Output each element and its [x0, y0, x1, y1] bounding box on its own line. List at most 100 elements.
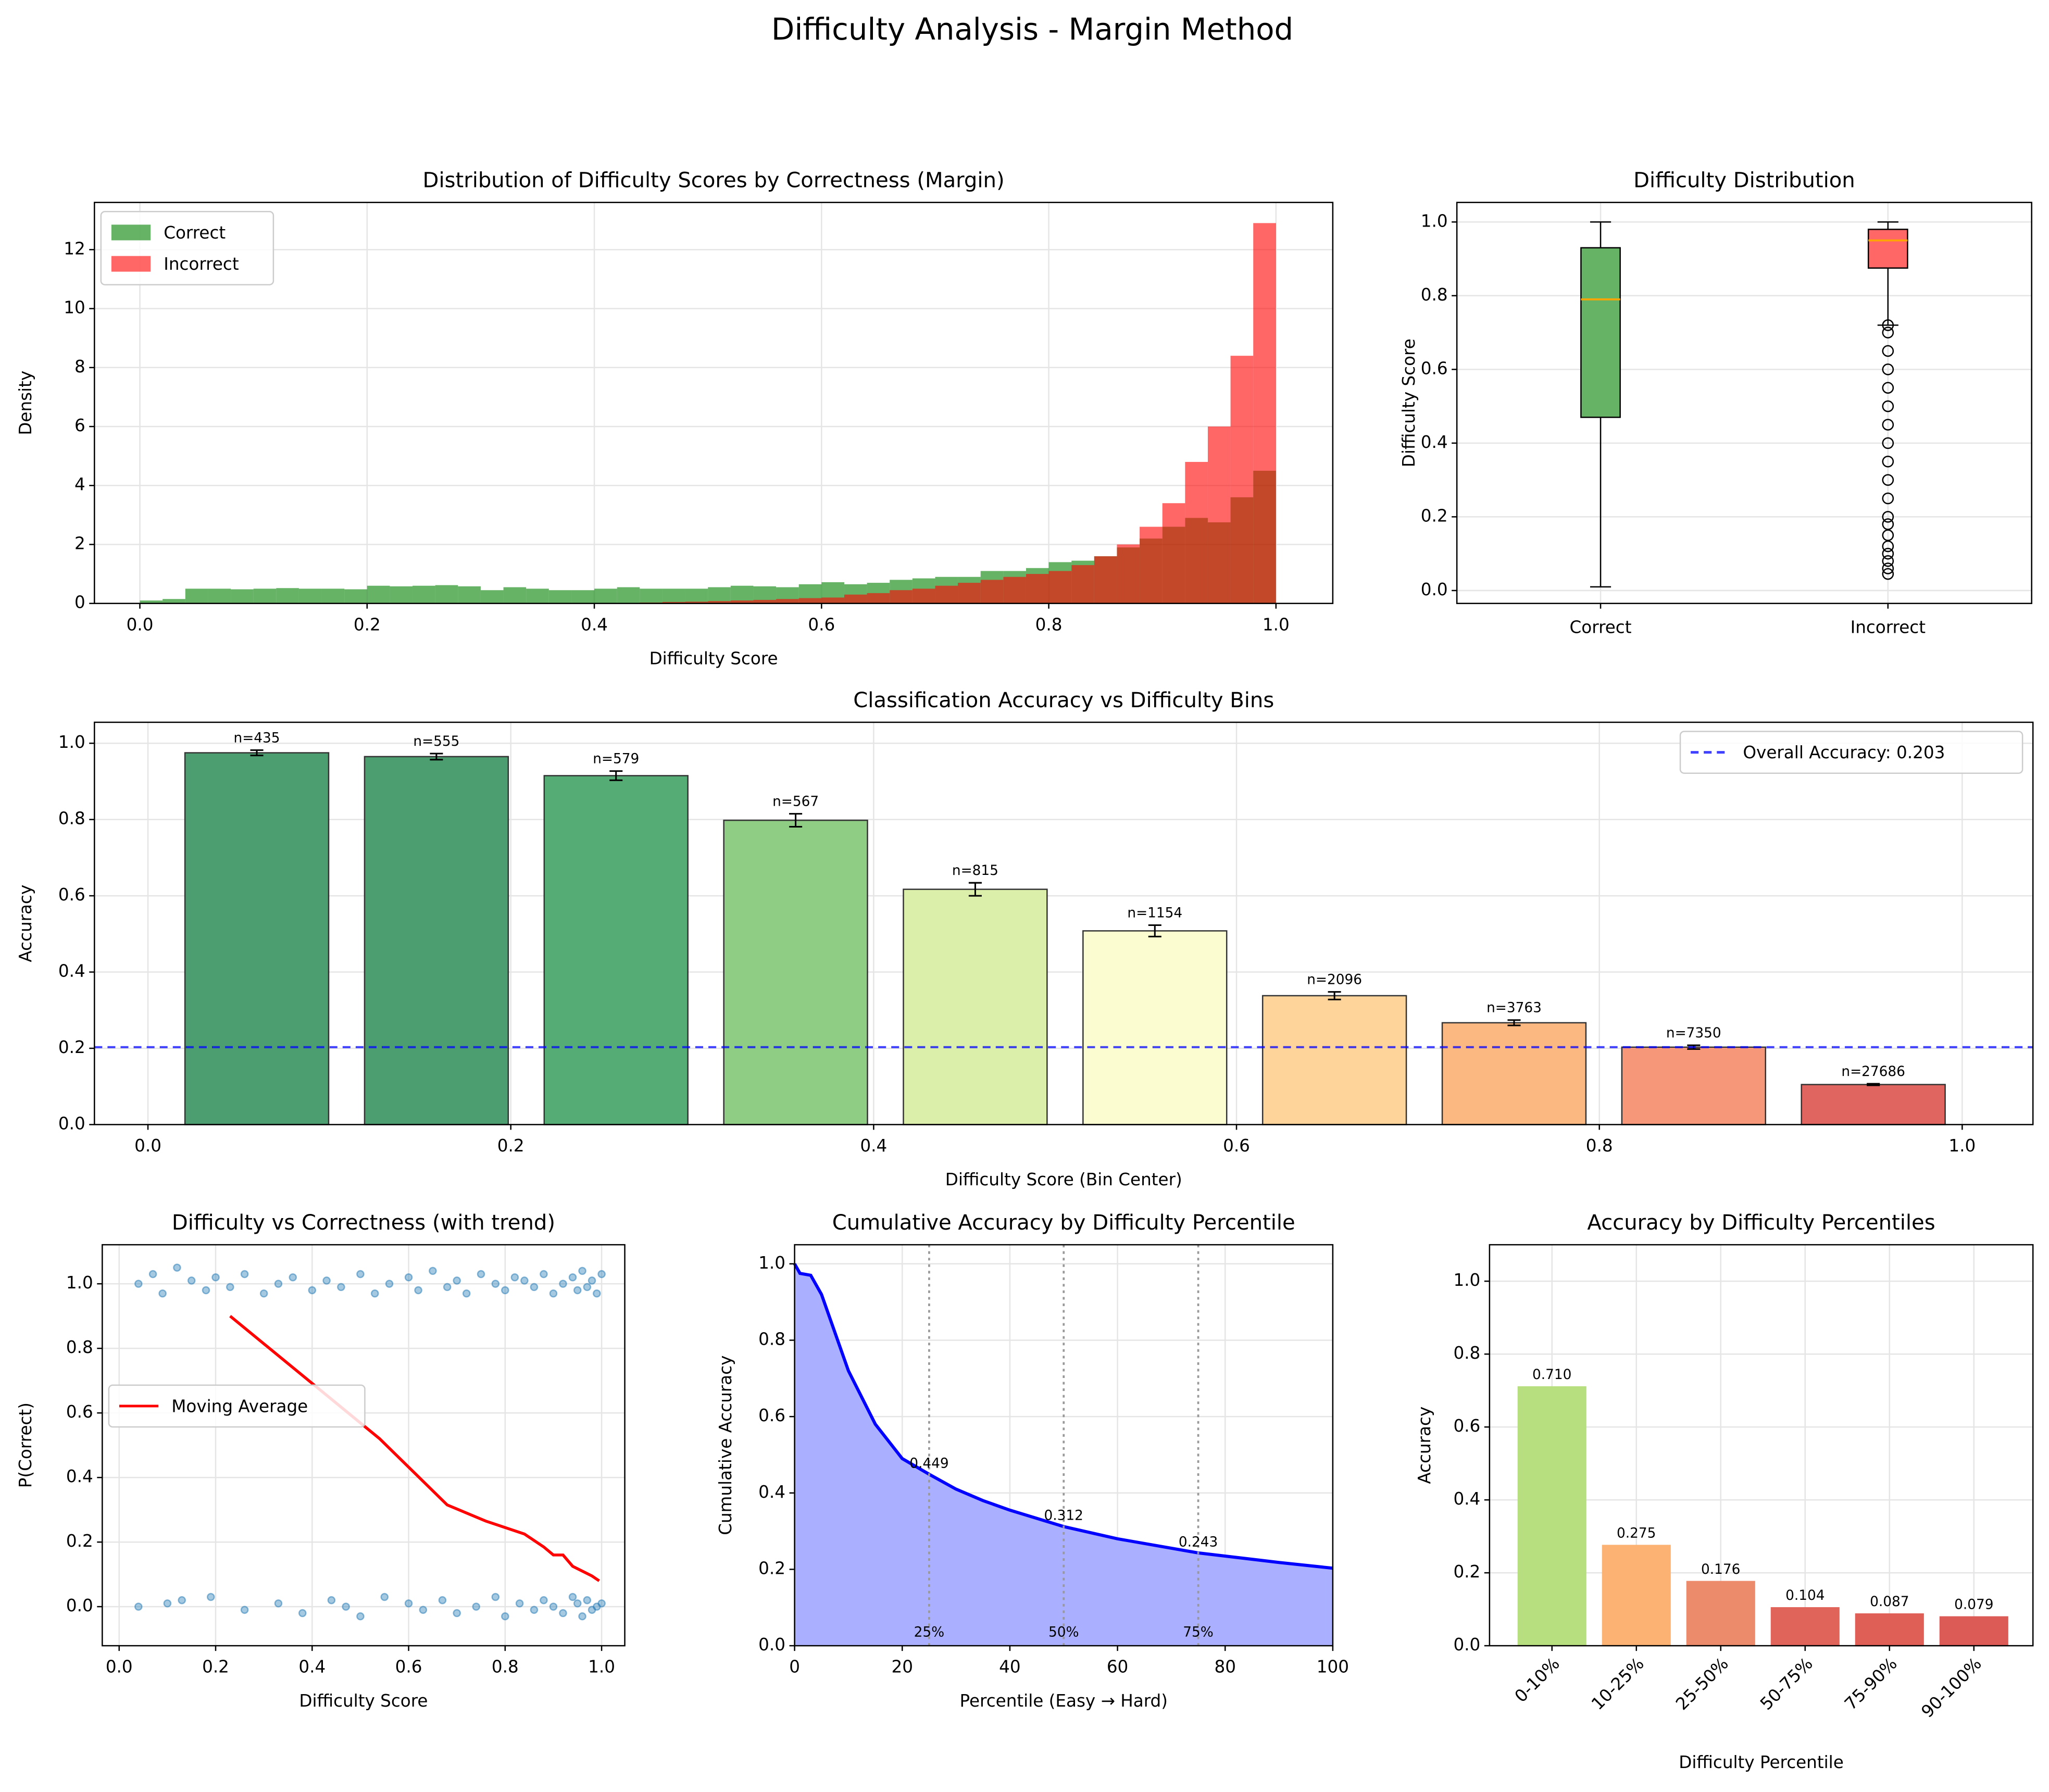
x-tick-label: 0.6 — [808, 615, 835, 634]
scatter-point — [568, 1273, 577, 1282]
x-tick-label: 1.0 — [1948, 1136, 1976, 1156]
scatter-point — [540, 1596, 548, 1605]
x-tick-label: 100 — [1317, 1657, 1349, 1677]
x-tick-label: 60 — [1107, 1657, 1128, 1677]
axes-frame — [1456, 202, 2032, 604]
scatter-point — [453, 1276, 461, 1285]
x-tick-label: 0.8 — [1035, 615, 1063, 634]
scatter-point — [178, 1596, 186, 1605]
hist-bar — [980, 580, 1004, 604]
x-tick-label: 1.0 — [588, 1657, 615, 1677]
x-tick-label: 0.2 — [354, 615, 381, 634]
flier — [1882, 474, 1894, 486]
scatter-point — [477, 1270, 485, 1279]
scatter-point — [202, 1286, 210, 1295]
x-tick-label: 0.2 — [202, 1657, 229, 1677]
scatter-point — [240, 1270, 249, 1279]
error-bar — [968, 882, 982, 897]
scatter-point — [530, 1606, 539, 1614]
error-bar — [250, 749, 264, 757]
scatter-point — [206, 1593, 215, 1601]
y-axis-label: Accuracy — [1415, 1407, 1434, 1484]
scatter-point — [298, 1609, 307, 1618]
scatter-point — [356, 1612, 365, 1621]
scatter-point — [370, 1289, 379, 1298]
x-tick-label: 0.0 — [134, 1136, 161, 1156]
hist-bar — [231, 589, 254, 604]
x-tick-label: 20 — [892, 1657, 913, 1677]
y-tick-label: 8 — [74, 357, 85, 377]
y-tick-label: 0.6 — [1453, 1416, 1480, 1436]
hist-bar — [640, 588, 663, 604]
flier — [1882, 400, 1894, 412]
bar — [1770, 1607, 1840, 1647]
trend-line — [229, 1315, 600, 1582]
error-bar — [609, 770, 623, 781]
marker-label: 50% — [1048, 1625, 1079, 1640]
scatter-point — [549, 1289, 558, 1298]
flier — [1882, 511, 1894, 523]
scatter-point — [559, 1280, 567, 1288]
chart-title: Cumulative Accuracy by Difficulty Percen… — [832, 1211, 1295, 1235]
hist-bar — [753, 599, 777, 604]
flier — [1882, 437, 1894, 449]
hist-bar — [617, 587, 640, 604]
scatter-point — [573, 1286, 582, 1295]
bar — [184, 752, 330, 1125]
scatter-point — [472, 1602, 481, 1611]
scatter-point — [211, 1273, 220, 1282]
hist-bar — [1185, 461, 1208, 604]
scatter-point — [404, 1599, 413, 1608]
y-tick-label: 4 — [74, 474, 85, 494]
chart-title: Difficulty vs Correctness (with trend) — [172, 1211, 555, 1235]
scatter-point — [337, 1283, 345, 1292]
scatter-point — [289, 1273, 297, 1282]
scatter-point — [501, 1612, 509, 1621]
legend-box — [108, 1384, 366, 1428]
hist-bar — [163, 599, 185, 604]
y-tick-label: 0.8 — [66, 1337, 93, 1357]
bar — [723, 819, 868, 1125]
scatter-point — [559, 1609, 567, 1618]
scatter-point — [578, 1612, 586, 1621]
scatter-point — [520, 1276, 529, 1285]
hist-bar — [548, 590, 572, 604]
hist-bar — [1140, 527, 1163, 604]
y-tick-label: 1.0 — [1421, 211, 1448, 231]
x-tick-label: 0.8 — [1586, 1136, 1613, 1156]
hist-bar — [844, 594, 867, 604]
x-tick-label: 0.4 — [581, 615, 608, 634]
hist-bar — [1071, 565, 1094, 604]
x-tick-label: Correct — [1570, 617, 1632, 637]
figure-title: Difficulty Analysis - Margin Method — [771, 11, 1293, 47]
y-tick-label: 0.0 — [1421, 580, 1448, 599]
y-tick-label: 2 — [74, 533, 85, 553]
value-label: 0.104 — [1785, 1588, 1825, 1603]
scatter-point — [414, 1286, 422, 1295]
hist-bar — [958, 583, 981, 604]
scatter-point — [453, 1609, 461, 1618]
chart-title: Distribution of Difficulty Scores by Cor… — [423, 169, 1005, 193]
y-tick-label: 0.4 — [58, 961, 85, 981]
flier — [1882, 562, 1894, 574]
y-tick-label: 1.0 — [66, 1273, 93, 1293]
y-tick-label: 10 — [64, 298, 85, 318]
hist-bar — [208, 588, 231, 604]
hist-bar — [1207, 427, 1231, 604]
marker-label: 75% — [1183, 1625, 1214, 1640]
flier — [1882, 492, 1894, 505]
hist-bar — [435, 585, 458, 604]
hist-bar — [912, 588, 935, 604]
bar — [1441, 1022, 1587, 1125]
hist-bar — [1162, 503, 1185, 604]
flier — [1882, 555, 1894, 567]
flier — [1882, 547, 1894, 560]
error-bar — [1507, 1019, 1521, 1026]
flier — [1882, 364, 1894, 375]
bar — [1621, 1046, 1767, 1125]
error-bar — [430, 753, 443, 761]
hist-bar — [1253, 223, 1276, 604]
y-tick-label: 0.0 — [58, 1113, 85, 1133]
bar-annotation: n=3763 — [1486, 1000, 1542, 1016]
bar-annotation: n=567 — [772, 794, 819, 810]
